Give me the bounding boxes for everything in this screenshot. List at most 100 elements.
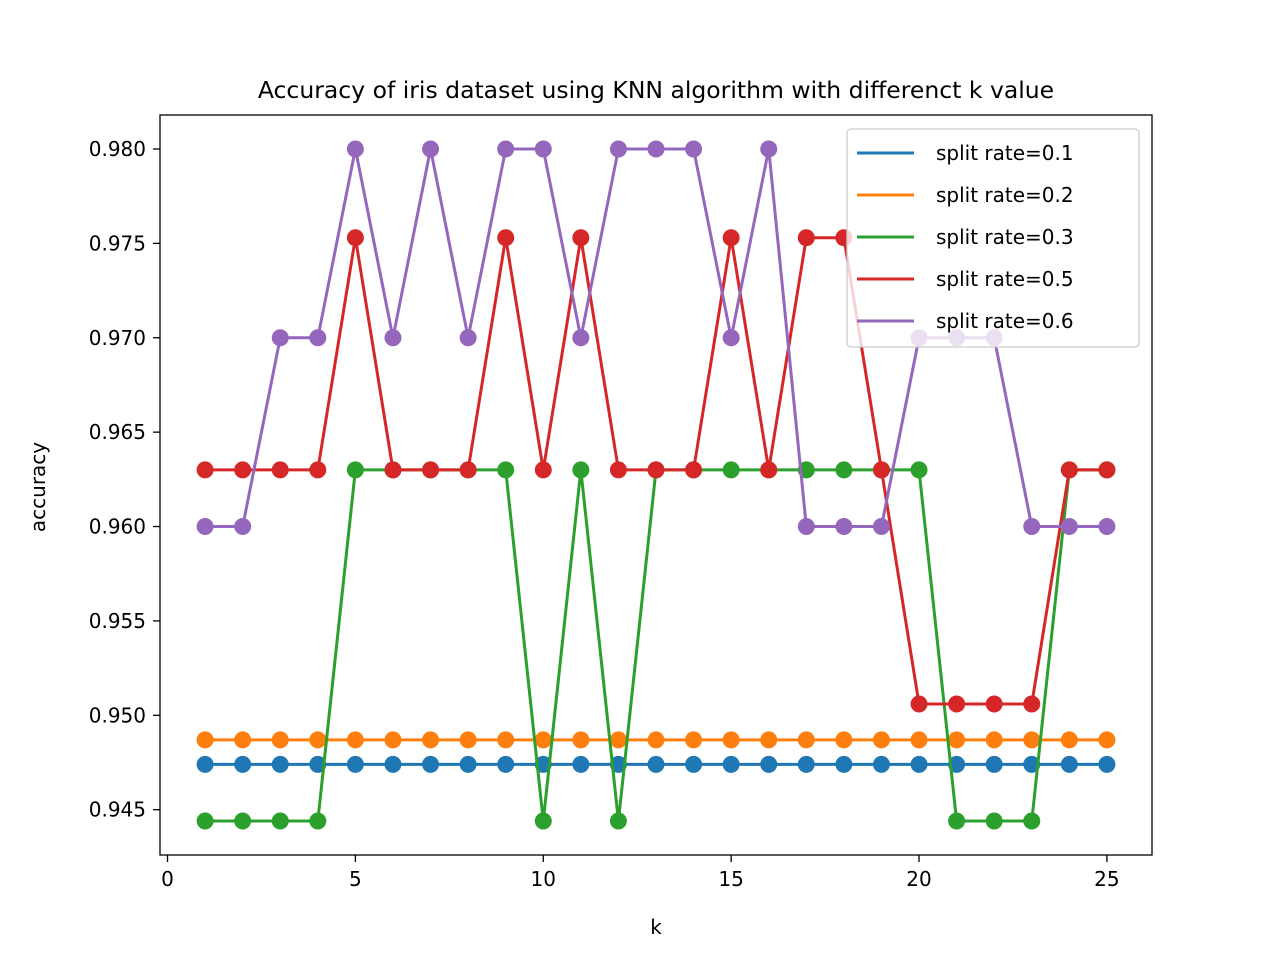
data-point (422, 731, 440, 749)
data-point (309, 461, 327, 479)
data-point (497, 461, 515, 479)
data-point (1098, 755, 1116, 773)
data-point (835, 731, 853, 749)
plot-frame (159, 114, 1153, 856)
data-point (309, 731, 327, 749)
data-point (985, 695, 1003, 713)
data-point (872, 461, 890, 479)
data-point (271, 329, 289, 347)
data-point (647, 140, 665, 158)
legend-label: split rate=0.5 (936, 267, 1074, 291)
data-point (760, 461, 778, 479)
x-tick-label: 5 (349, 867, 362, 891)
y-tick-label: 0.970 (89, 326, 146, 350)
data-point (835, 755, 853, 773)
data-point (196, 518, 214, 536)
data-point (309, 329, 327, 347)
x-tick-label: 10 (531, 867, 556, 891)
data-point (647, 755, 665, 773)
data-point (271, 731, 289, 749)
data-point (985, 755, 1003, 773)
y-tick-label: 0.945 (89, 798, 146, 822)
data-point (722, 329, 740, 347)
data-point (910, 695, 928, 713)
data-point (647, 731, 665, 749)
x-tick-label: 15 (718, 867, 743, 891)
data-point (196, 461, 214, 479)
data-point (1060, 461, 1078, 479)
y-tick-label: 0.960 (89, 515, 146, 539)
data-point (234, 755, 252, 773)
data-point (459, 329, 477, 347)
data-point (234, 518, 252, 536)
data-point (872, 755, 890, 773)
data-point (534, 140, 552, 158)
data-point (422, 140, 440, 158)
data-point (384, 461, 402, 479)
series-layer (196, 140, 1116, 830)
data-point (760, 140, 778, 158)
y-axis: 0.945 0.950 0.955 0.960 0.965 0.970 0.975 0.980 (89, 137, 160, 822)
data-point (609, 812, 627, 830)
y-tick-label: 0.955 (89, 609, 146, 633)
data-point (948, 731, 966, 749)
data-point (534, 461, 552, 479)
x-tick-label: 0 (161, 867, 174, 891)
legend-label: split rate=0.3 (936, 225, 1074, 249)
data-point (572, 461, 590, 479)
data-point (985, 812, 1003, 830)
data-point (497, 755, 515, 773)
x-tick-label: 20 (906, 867, 931, 891)
data-point (948, 695, 966, 713)
data-point (234, 812, 252, 830)
data-point (497, 140, 515, 158)
data-point (872, 518, 890, 536)
data-point (685, 140, 703, 158)
data-point (1060, 755, 1078, 773)
data-point (384, 755, 402, 773)
data-point (309, 812, 327, 830)
data-point (1023, 695, 1041, 713)
data-point (384, 329, 402, 347)
legend-box (846, 128, 1140, 348)
x-axis-label: k (650, 915, 662, 939)
data-point (384, 731, 402, 749)
data-point (835, 518, 853, 536)
data-point (910, 755, 928, 773)
x-axis: 0 5 10 15 20 25 (161, 855, 1120, 891)
y-axis-label: accuracy (26, 442, 50, 532)
data-point (985, 731, 1003, 749)
data-point (722, 229, 740, 247)
data-point (1060, 518, 1078, 536)
data-point (459, 461, 477, 479)
data-point (534, 812, 552, 830)
data-point (835, 461, 853, 479)
data-point (722, 461, 740, 479)
data-point (910, 731, 928, 749)
data-point (797, 229, 815, 247)
data-point (1098, 461, 1116, 479)
data-point (234, 731, 252, 749)
data-point (422, 755, 440, 773)
data-point (572, 731, 590, 749)
data-point (910, 461, 928, 479)
data-point (797, 755, 815, 773)
data-point (797, 731, 815, 749)
series-5 (196, 140, 1116, 536)
data-point (346, 731, 364, 749)
data-point (609, 731, 627, 749)
data-point (572, 229, 590, 247)
data-point (459, 731, 477, 749)
data-point (497, 731, 515, 749)
data-point (647, 461, 665, 479)
data-point (459, 755, 477, 773)
x-tick-label: 25 (1094, 867, 1119, 891)
data-point (1023, 812, 1041, 830)
data-point (346, 461, 364, 479)
data-point (196, 755, 214, 773)
data-point (609, 461, 627, 479)
data-point (872, 731, 890, 749)
legend: split rate=0.1 split rate=0.2 split rate=0… (846, 128, 1140, 348)
y-tick-label: 0.980 (89, 137, 146, 161)
